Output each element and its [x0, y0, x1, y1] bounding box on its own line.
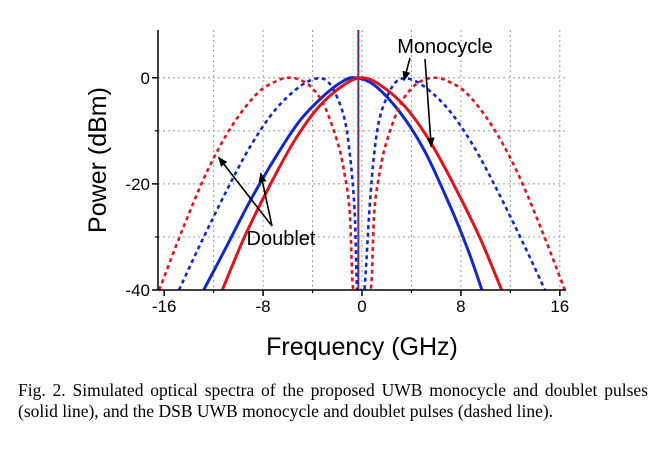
- x-tick-label: 0: [357, 297, 366, 316]
- spectrum-chart: -16 -8 0 8 16 0 -20 -40 Monocycle Doublet Freque…: [84, 30, 569, 361]
- x-axis-title: Frequency (GHz): [266, 333, 458, 361]
- x-tick-label: 16: [550, 297, 569, 316]
- x-tick-label: 8: [456, 297, 465, 316]
- y-tick-label: -20: [125, 175, 150, 194]
- y-tick-label: 0: [141, 69, 150, 88]
- annotation-arrow: [424, 58, 435, 148]
- x-tick-label: -16: [152, 297, 177, 316]
- series-3-line: [177, 76, 547, 290]
- y-tick-label: -40: [125, 281, 150, 300]
- annotation-arrow: [402, 57, 411, 82]
- annotation-label: Doublet: [247, 228, 316, 250]
- figure-caption: Fig. 2. Simulated optical spectra of the…: [18, 380, 648, 421]
- grid: [158, 30, 566, 290]
- annotation-arrow: [258, 172, 273, 227]
- ticks: -16 -8 0 8 16 0 -20 -40: [125, 69, 569, 316]
- annotation-label: Monocycle: [397, 36, 493, 58]
- series-1-line: [202, 76, 484, 290]
- x-tick-label: -8: [256, 297, 271, 316]
- annotations: Monocycle Doublet: [217, 36, 493, 250]
- y-axis-title: Power (dBm): [84, 87, 112, 233]
- annotation-arrow: [217, 156, 273, 227]
- series-layer: [158, 30, 566, 290]
- series-2-line: [220, 76, 504, 290]
